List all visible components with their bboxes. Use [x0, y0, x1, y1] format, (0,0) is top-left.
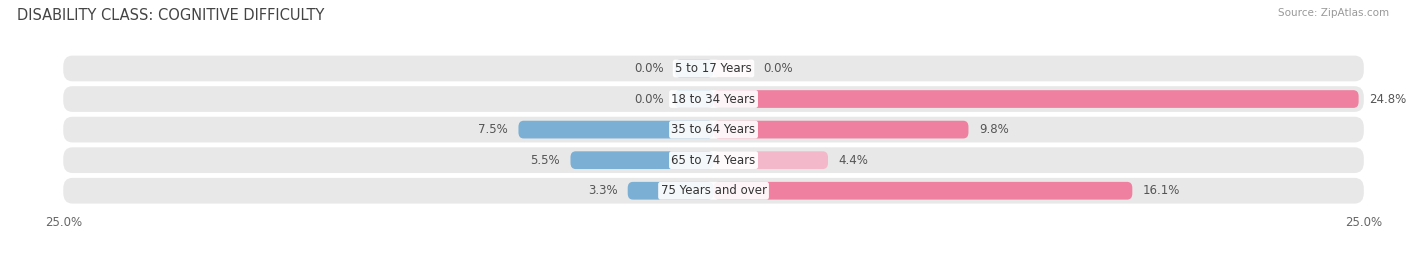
FancyBboxPatch shape [63, 178, 1364, 204]
FancyBboxPatch shape [63, 147, 1364, 173]
Text: 0.0%: 0.0% [634, 93, 664, 106]
Text: 16.1%: 16.1% [1143, 184, 1180, 197]
FancyBboxPatch shape [713, 182, 1132, 200]
Text: 0.0%: 0.0% [763, 62, 793, 75]
Text: 9.8%: 9.8% [979, 123, 1008, 136]
Text: 24.8%: 24.8% [1369, 93, 1406, 106]
FancyBboxPatch shape [713, 90, 1358, 108]
FancyBboxPatch shape [571, 151, 713, 169]
Text: 35 to 64 Years: 35 to 64 Years [672, 123, 755, 136]
FancyBboxPatch shape [63, 56, 1364, 81]
Text: DISABILITY CLASS: COGNITIVE DIFFICULTY: DISABILITY CLASS: COGNITIVE DIFFICULTY [17, 8, 325, 23]
FancyBboxPatch shape [713, 151, 828, 169]
FancyBboxPatch shape [713, 60, 752, 77]
Legend: Male, Female: Male, Female [643, 266, 785, 270]
Text: 0.0%: 0.0% [634, 62, 664, 75]
Text: 3.3%: 3.3% [588, 184, 617, 197]
Text: 5 to 17 Years: 5 to 17 Years [675, 62, 752, 75]
Text: Source: ZipAtlas.com: Source: ZipAtlas.com [1278, 8, 1389, 18]
FancyBboxPatch shape [519, 121, 713, 139]
Text: 7.5%: 7.5% [478, 123, 508, 136]
Text: 65 to 74 Years: 65 to 74 Years [672, 154, 755, 167]
Text: 75 Years and over: 75 Years and over [661, 184, 766, 197]
FancyBboxPatch shape [63, 86, 1364, 112]
FancyBboxPatch shape [63, 117, 1364, 143]
Text: 5.5%: 5.5% [530, 154, 560, 167]
FancyBboxPatch shape [675, 90, 713, 108]
Text: 18 to 34 Years: 18 to 34 Years [672, 93, 755, 106]
FancyBboxPatch shape [713, 121, 969, 139]
FancyBboxPatch shape [675, 60, 713, 77]
FancyBboxPatch shape [627, 182, 713, 200]
Text: 4.4%: 4.4% [838, 154, 869, 167]
